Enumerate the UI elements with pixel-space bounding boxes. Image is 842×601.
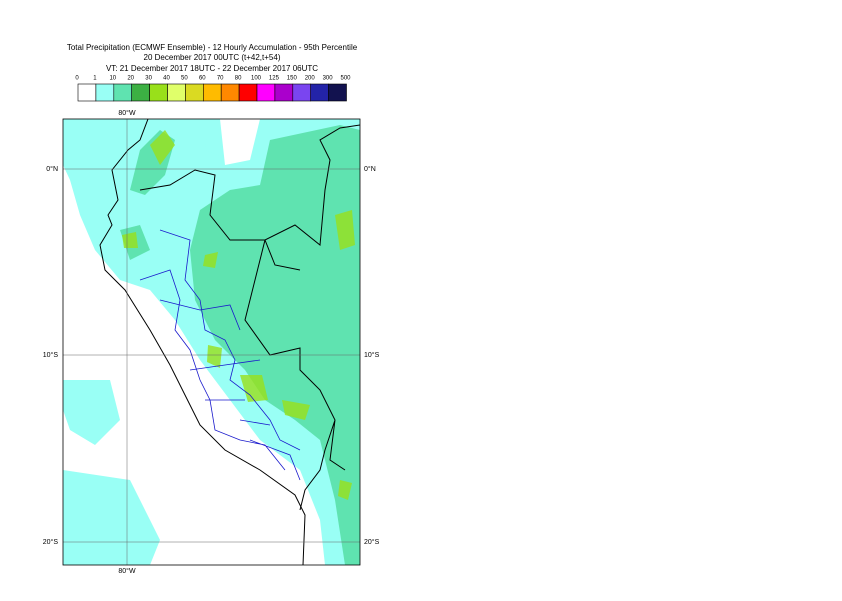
legend-swatch bbox=[149, 83, 168, 102]
legend-swatch bbox=[274, 83, 294, 102]
legend-label: 300 bbox=[323, 76, 334, 82]
legend-label: 40 bbox=[163, 76, 170, 82]
legend-label: 30 bbox=[145, 76, 152, 82]
legend-swatch bbox=[328, 83, 347, 102]
map-frame bbox=[62, 118, 361, 566]
legend-label: 70 bbox=[217, 76, 224, 82]
legend: 0 1 10 20 30 40 50 60 70 80 100 125 150 200 300 500 bbox=[75, 76, 351, 102]
legend-swatch bbox=[185, 83, 204, 102]
legend-label: 50 bbox=[181, 76, 188, 82]
lat-label: 10°S bbox=[43, 351, 59, 359]
precip-high bbox=[122, 130, 355, 500]
legend-label: 10 bbox=[109, 76, 116, 82]
precip-mid bbox=[190, 125, 360, 565]
legend-swatch bbox=[167, 83, 186, 102]
lon-label: 80°W bbox=[118, 109, 136, 117]
coastline bbox=[99, 119, 306, 565]
lat-label: 10°S bbox=[364, 351, 380, 359]
legend-swatch bbox=[220, 83, 240, 102]
border bbox=[139, 124, 360, 246]
legend-label: 150 bbox=[287, 76, 298, 82]
legend-label: 60 bbox=[199, 76, 206, 82]
legend-swatch bbox=[292, 83, 311, 102]
region-boundary bbox=[139, 229, 301, 481]
legend-label: 20 bbox=[127, 76, 134, 82]
legend-swatch bbox=[203, 83, 222, 102]
legend-label: 80 bbox=[235, 76, 242, 82]
lon-label: 80°W bbox=[118, 567, 136, 575]
border bbox=[244, 239, 346, 511]
lat-label: 20°S bbox=[364, 538, 380, 546]
legend-swatch bbox=[95, 83, 115, 102]
map-area bbox=[63, 119, 360, 565]
lat-label: 0°N bbox=[46, 165, 58, 173]
legend-label: 500 bbox=[340, 76, 351, 82]
legend-label: 100 bbox=[251, 76, 262, 82]
legend-swatch bbox=[310, 83, 329, 102]
title-line: 20 December 2017 00UTC (t+42,t+54) bbox=[144, 53, 281, 62]
legend-label: 1 bbox=[93, 76, 97, 82]
lat-label: 0°N bbox=[364, 165, 376, 173]
dry-area bbox=[220, 119, 260, 165]
legend-label: 125 bbox=[269, 76, 280, 82]
title-line: Total Precipitation (ECMWF Ensemble) - 1… bbox=[67, 43, 358, 52]
legend-label: 200 bbox=[305, 76, 316, 82]
legend-swatch bbox=[77, 83, 97, 102]
legend-label: 0 bbox=[75, 76, 79, 82]
precip-light bbox=[63, 119, 240, 565]
legend-swatch bbox=[256, 83, 276, 102]
lat-label: 20°S bbox=[43, 538, 59, 546]
legend-swatch bbox=[113, 83, 133, 102]
legend-swatch bbox=[238, 83, 258, 102]
legend-swatch bbox=[131, 83, 150, 102]
title-line: VT: 21 December 2017 18UTC - 22 December… bbox=[106, 64, 318, 73]
